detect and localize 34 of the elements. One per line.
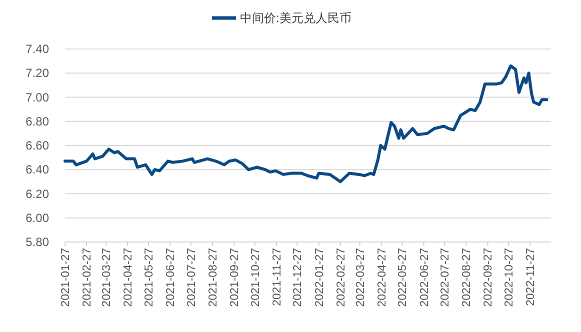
x-tick-label: 2022-05-27 (397, 248, 410, 307)
y-tick-label: 7.40 (26, 42, 50, 56)
x-tick-label: 2021-11-27 (271, 248, 284, 306)
x-tick-label: 2022-06-27 (418, 248, 431, 307)
x-tick-label: 2022-02-27 (335, 248, 348, 307)
x-tick-label: 2022-10-27 (504, 248, 516, 307)
y-tick-label: 6.60 (26, 138, 50, 152)
x-tick-label: 2021-07-27 (186, 248, 198, 307)
x-tick-label: 2021-12-27 (292, 248, 304, 307)
x-tick-label: 2021-02-27 (82, 248, 94, 307)
y-tick-label: 6.80 (26, 114, 50, 128)
y-tick-label: 7.20 (26, 66, 50, 80)
x-tick-label: 2022-04-27 (376, 248, 388, 307)
x-tick-label: 2021-09-27 (228, 248, 241, 307)
y-tick-label: 6.40 (26, 162, 50, 177)
legend-label: 中间价:美元兑人民币 (240, 11, 352, 25)
y-tick-label: 5.80 (26, 235, 50, 249)
x-tick-label: 2021-05-27 (143, 248, 156, 307)
x-tick-label: 2022-08-27 (461, 248, 474, 307)
x-tick-label: 2022-03-27 (354, 248, 367, 307)
x-tick-label: 2021-10-27 (250, 248, 262, 307)
y-tick-label: 6.00 (26, 210, 50, 225)
y-tick-label: 7.00 (26, 90, 50, 104)
x-tick-label: 2022-09-27 (482, 248, 495, 307)
line-series (64, 64, 548, 184)
x-tick-label: 2022-11-27 (525, 248, 538, 306)
x-tick-label: 2021-01-27 (60, 248, 72, 307)
x-tick-label: 2021-08-27 (207, 248, 220, 307)
y-tick-label: 6.20 (26, 186, 50, 201)
x-tick-label: 2022-07-27 (440, 248, 452, 307)
x-tick-label: 2022-01-27 (314, 248, 326, 307)
x-tick-label: 2021-04-27 (122, 248, 135, 307)
x-tick-label: 2021-06-27 (164, 248, 177, 307)
x-tick-label: 2021-03-27 (101, 248, 114, 307)
